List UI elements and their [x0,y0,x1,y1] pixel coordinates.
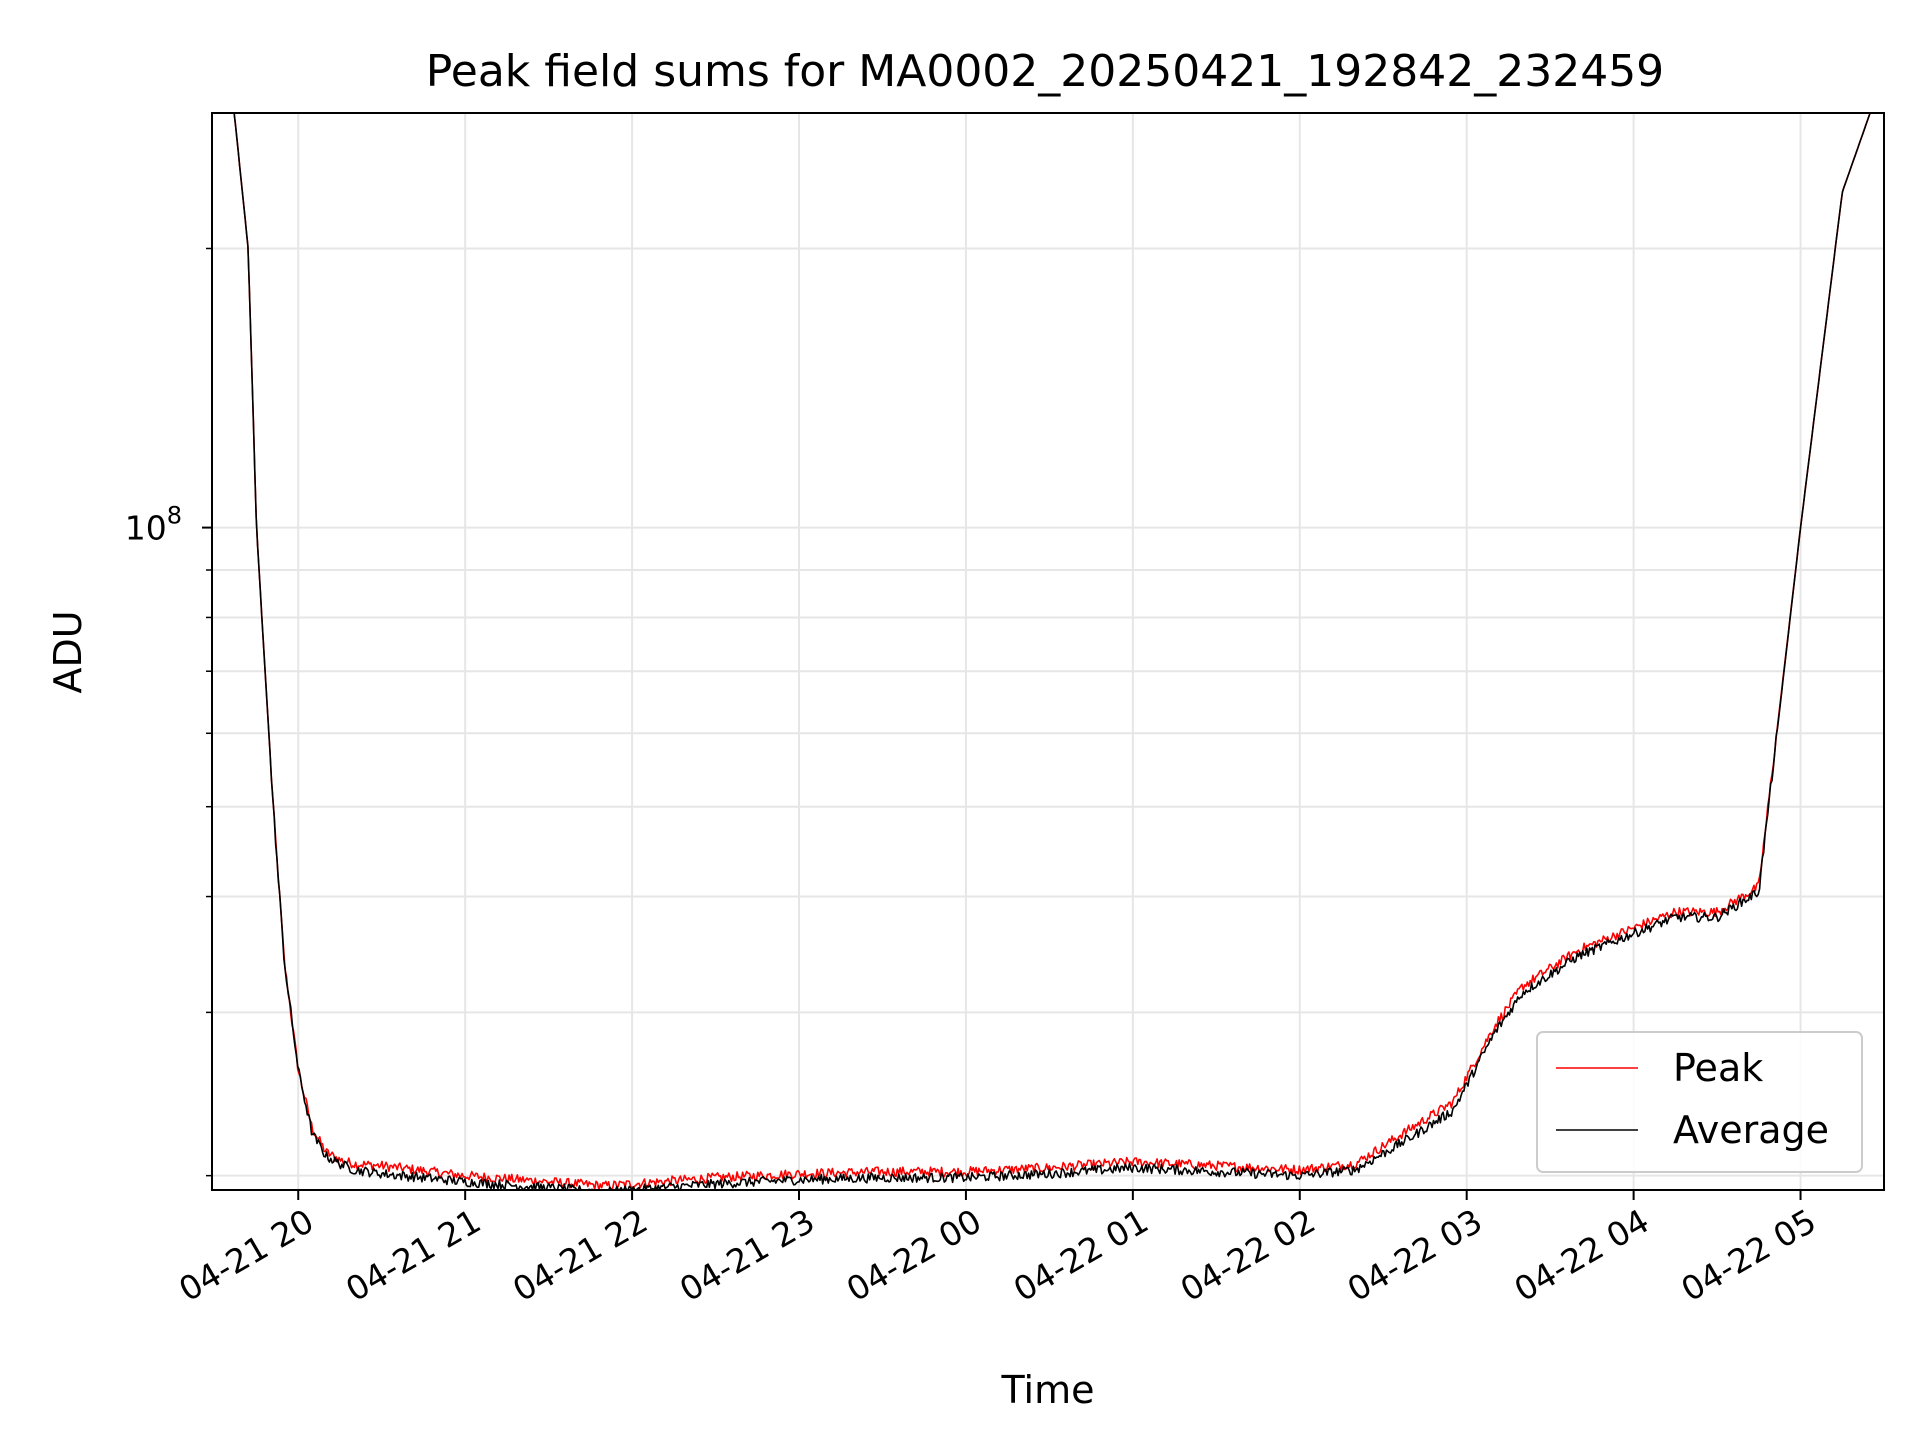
legend: Peak Average [1536,1031,1863,1173]
series-layer [212,112,1871,1191]
legend-label-average: Average [1673,1108,1829,1152]
series-line-peak [212,112,1871,1191]
y-tick-label: 108 [125,502,182,548]
plot-frame [211,112,1885,1191]
legend-box [1536,1031,1863,1173]
x-axis-label: Time [1001,1368,1095,1412]
series-line-average [212,112,1871,1191]
chart-title: Peak field sums for MA0002_20250421_1928… [426,46,1664,97]
y-axis-label: ADU [46,610,90,693]
legend-label-peak: Peak [1673,1046,1763,1090]
